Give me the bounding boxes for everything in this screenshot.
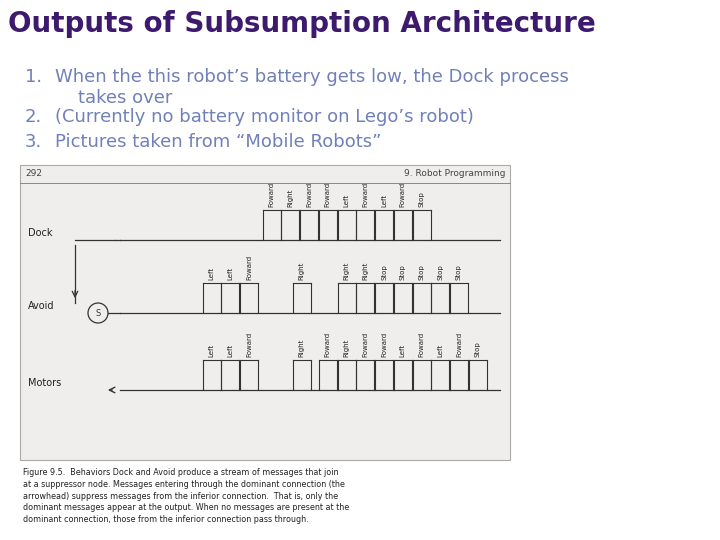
- Text: Foward: Foward: [306, 182, 312, 207]
- Text: Foward: Foward: [456, 332, 462, 357]
- Text: Stop: Stop: [400, 264, 406, 280]
- Text: Right: Right: [287, 188, 293, 207]
- Text: Left: Left: [228, 344, 233, 357]
- Text: Stop: Stop: [474, 341, 481, 357]
- Bar: [20, 165, 510, 460]
- Text: Left: Left: [343, 194, 349, 207]
- Text: 292: 292: [25, 169, 42, 178]
- Text: Foward: Foward: [269, 182, 274, 207]
- Text: Left: Left: [228, 267, 233, 280]
- Text: 2.: 2.: [25, 108, 42, 126]
- Text: Left: Left: [400, 344, 406, 357]
- Text: Right: Right: [299, 261, 305, 280]
- Text: Right: Right: [343, 339, 349, 357]
- Text: Outputs of Subsumption Architecture: Outputs of Subsumption Architecture: [8, 10, 595, 38]
- Text: Foward: Foward: [325, 182, 330, 207]
- Text: Stop: Stop: [381, 264, 387, 280]
- Text: Foward: Foward: [418, 332, 425, 357]
- Text: Stop: Stop: [437, 264, 444, 280]
- Text: 3.: 3.: [25, 133, 42, 151]
- Text: Right: Right: [362, 261, 368, 280]
- Text: Foward: Foward: [362, 182, 368, 207]
- Text: Motors: Motors: [28, 378, 61, 388]
- Text: Stop: Stop: [418, 191, 425, 207]
- Text: Foward: Foward: [362, 332, 368, 357]
- Text: Foward: Foward: [400, 182, 406, 207]
- Text: 1.: 1.: [25, 68, 42, 86]
- Text: Stop: Stop: [456, 264, 462, 280]
- Text: Foward: Foward: [381, 332, 387, 357]
- Text: Left: Left: [209, 267, 215, 280]
- Text: When the this robot’s battery gets low, the Dock process
    takes over: When the this robot’s battery gets low, …: [55, 68, 569, 107]
- Text: Figure 9.5.  Behaviors Dock and Avoid produce a stream of messages that join
at : Figure 9.5. Behaviors Dock and Avoid pro…: [23, 468, 349, 524]
- Text: Foward: Foward: [246, 332, 252, 357]
- Text: (Currently no battery monitor on Lego’s robot): (Currently no battery monitor on Lego’s …: [55, 108, 474, 126]
- Text: S: S: [95, 308, 101, 318]
- Text: Foward: Foward: [246, 255, 252, 280]
- Text: Left: Left: [209, 344, 215, 357]
- Text: 9. Robot Programming: 9. Robot Programming: [403, 169, 505, 178]
- Text: Dock: Dock: [28, 228, 53, 238]
- Text: Right: Right: [299, 339, 305, 357]
- Text: Pictures taken from “Mobile Robots”: Pictures taken from “Mobile Robots”: [55, 133, 382, 151]
- Text: Foward: Foward: [325, 332, 330, 357]
- Text: Left: Left: [381, 194, 387, 207]
- Text: Avoid: Avoid: [28, 301, 55, 311]
- Text: Right: Right: [343, 261, 349, 280]
- Text: Left: Left: [437, 344, 444, 357]
- Text: Stop: Stop: [418, 264, 425, 280]
